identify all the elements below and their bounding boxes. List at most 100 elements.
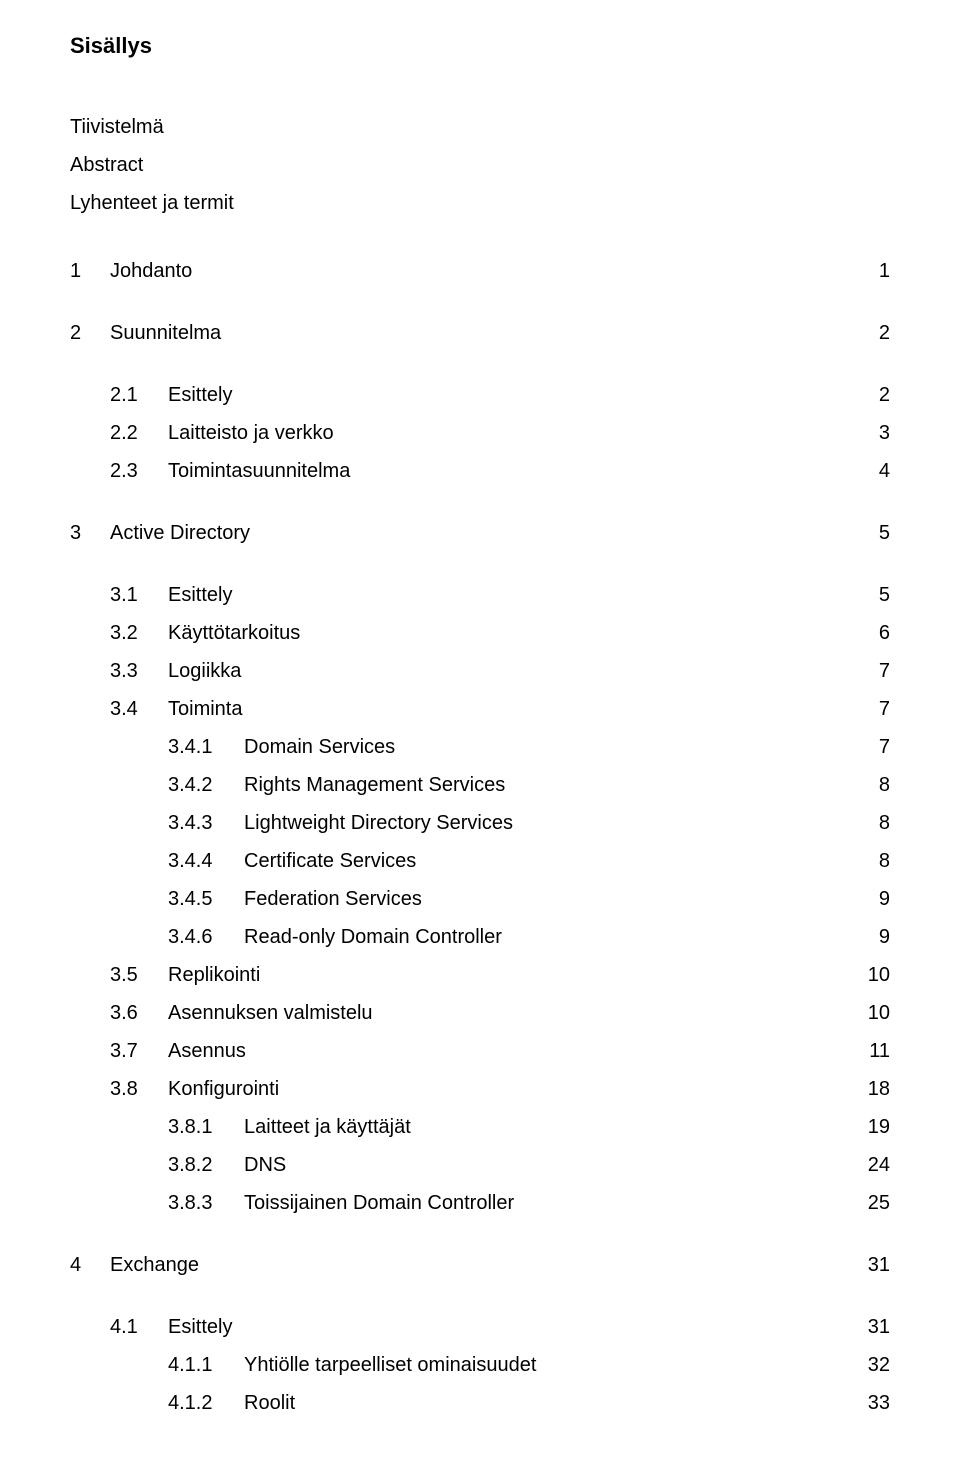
toc-entry-page: 31 [838,1311,890,1343]
toc-entry-label: Yhtiölle tarpeelliset ominaisuudet [244,1349,838,1381]
toc-entry-page: 2 [838,317,890,349]
toc-entry: 3.8.1Laitteet ja käyttäjät19 [70,1111,890,1143]
toc-entry-label: Lightweight Directory Services [244,807,838,839]
toc-entry-page: 9 [838,883,890,915]
toc-entry-label: Federation Services [244,883,838,915]
toc-entry-number: 2.2 [110,417,168,449]
toc-entry: 3.5Replikointi10 [70,959,890,991]
toc-entry-label: DNS [244,1149,838,1181]
toc-entry: 3.2Käyttötarkoitus6 [70,617,890,649]
toc-entry-label: Rights Management Services [244,769,838,801]
page-title: Sisällys [70,28,890,63]
toc-entry-label: Domain Services [244,731,838,763]
toc-entry: 3.8.3Toissijainen Domain Controller25 [70,1187,890,1219]
toc-entry-label: Read-only Domain Controller [244,921,838,953]
toc-entry-label: Esittely [168,1311,838,1343]
toc-entry-number: 4.1 [110,1311,168,1343]
toc-entry-number: 4.1.2 [168,1387,244,1419]
toc-entry-number: 3.8.2 [168,1149,244,1181]
toc-entry: 3.7Asennus11 [70,1035,890,1067]
toc-entry-label: Toimintasuunnitelma [168,455,838,487]
toc-entry: 3.8.2DNS24 [70,1149,890,1181]
toc-entry-page: 8 [838,769,890,801]
toc-entry-number: 4.1.1 [168,1349,244,1381]
toc-entry-number: 1 [70,255,110,287]
toc-entry-label: Johdanto [110,255,838,287]
toc-entry-label: Suunnitelma [110,317,838,349]
toc-entry-page: 7 [838,731,890,763]
toc-entry-number: 3 [70,517,110,549]
toc-entry-page: 19 [838,1111,890,1143]
toc-entry: 4.1Esittely31 [70,1311,890,1343]
toc-entry-number: 3.8.3 [168,1187,244,1219]
toc-entry: 3.1Esittely5 [70,579,890,611]
toc-entry-page: 4 [838,455,890,487]
toc-entry-label: Laitteisto ja verkko [168,417,838,449]
toc-entry-label: Exchange [110,1249,838,1281]
toc-entry: 3Active Directory5 [70,517,890,549]
toc-entry-page: 32 [838,1349,890,1381]
toc-entry-label: Logiikka [168,655,838,687]
toc-entry-page: 9 [838,921,890,953]
toc-entry-label: Laitteet ja käyttäjät [244,1111,838,1143]
toc-entry-label: Toissijainen Domain Controller [244,1187,838,1219]
toc-entry: 3.3Logiikka7 [70,655,890,687]
front-matter-item: Abstract [70,149,890,181]
toc-entry-number: 3.2 [110,617,168,649]
toc-entry: 3.4Toiminta7 [70,693,890,725]
toc-entry: 2.3Toimintasuunnitelma4 [70,455,890,487]
toc-entry-number: 2.3 [110,455,168,487]
toc-entry-page: 10 [838,959,890,991]
toc-entry-number: 3.4.5 [168,883,244,915]
toc-entry: 4Exchange31 [70,1249,890,1281]
toc-entry: 2Suunnitelma2 [70,317,890,349]
toc-entry-page: 8 [838,845,890,877]
toc-entry: 3.4.4Certificate Services8 [70,845,890,877]
toc-entry-label: Käyttötarkoitus [168,617,838,649]
toc-entry: 4.1.2Roolit33 [70,1387,890,1419]
toc-entry: 2.2Laitteisto ja verkko3 [70,417,890,449]
toc-entry-number: 3.4 [110,693,168,725]
toc-entry: 3.6Asennuksen valmistelu10 [70,997,890,1029]
toc-entry: 1Johdanto1 [70,255,890,287]
toc-entry-label: Roolit [244,1387,838,1419]
front-matter-item: Lyhenteet ja termit [70,187,890,219]
table-of-contents: 1Johdanto12Suunnitelma22.1Esittely22.2La… [70,255,890,1419]
toc-entry-page: 8 [838,807,890,839]
toc-entry: 3.4.5Federation Services9 [70,883,890,915]
toc-entry-label: Konfigurointi [168,1073,838,1105]
front-matter-item: Tiivistelmä [70,111,890,143]
toc-entry-page: 2 [838,379,890,411]
toc-entry-number: 2 [70,317,110,349]
toc-entry-page: 1 [838,255,890,287]
toc-entry-label: Esittely [168,579,838,611]
toc-entry-label: Asennuksen valmistelu [168,997,838,1029]
toc-entry-number: 3.4.6 [168,921,244,953]
toc-entry-label: Certificate Services [244,845,838,877]
toc-entry-number: 3.4.3 [168,807,244,839]
toc-entry-number: 3.7 [110,1035,168,1067]
toc-entry-number: 4 [70,1249,110,1281]
toc-entry-label: Asennus [168,1035,838,1067]
toc-entry-number: 3.6 [110,997,168,1029]
toc-entry-label: Active Directory [110,517,838,549]
toc-entry: 4.1.1Yhtiölle tarpeelliset ominaisuudet3… [70,1349,890,1381]
toc-entry-number: 3.4.2 [168,769,244,801]
toc-entry-page: 24 [838,1149,890,1181]
toc-entry: 3.4.1Domain Services7 [70,731,890,763]
toc-entry-page: 25 [838,1187,890,1219]
toc-entry-page: 6 [838,617,890,649]
toc-entry: 3.8Konfigurointi18 [70,1073,890,1105]
toc-entry-page: 3 [838,417,890,449]
toc-entry-label: Replikointi [168,959,838,991]
toc-entry: 3.4.2Rights Management Services8 [70,769,890,801]
toc-entry-number: 2.1 [110,379,168,411]
toc-entry: 3.4.6Read-only Domain Controller9 [70,921,890,953]
toc-entry-number: 3.1 [110,579,168,611]
toc-entry-number: 3.8.1 [168,1111,244,1143]
toc-entry-page: 7 [838,693,890,725]
toc-entry: 3.4.3Lightweight Directory Services8 [70,807,890,839]
front-matter: Tiivistelmä Abstract Lyhenteet ja termit [70,111,890,219]
toc-entry-number: 3.5 [110,959,168,991]
toc-entry-page: 18 [838,1073,890,1105]
